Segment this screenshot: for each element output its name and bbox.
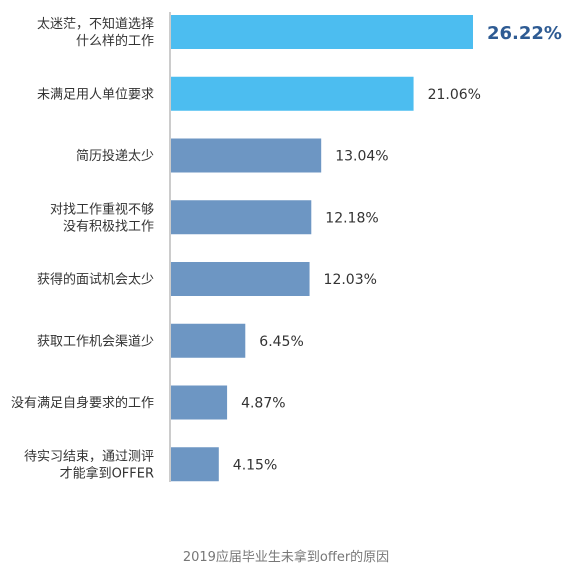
value-label-2: 21.06% <box>428 87 481 103</box>
category-label-1: 太迷茫，不知道选择什么样的工作 <box>37 16 154 49</box>
bar-3 <box>171 138 322 173</box>
value-label-1: 26.22% <box>487 23 562 44</box>
bar-5 <box>171 262 310 296</box>
bars-group <box>171 15 473 482</box>
bar-8 <box>171 447 219 482</box>
value-labels: 26.22% 21.06% 13.04% 12.18% 12.03% 6.45% 4.87%… <box>233 23 562 473</box>
bar-6 <box>171 323 246 358</box>
category-label-5: 获得的面试机会太少 <box>37 272 154 288</box>
value-label-3: 13.04% <box>335 149 388 165</box>
chart-title: 2019应届毕业生未拿到offer的原因 <box>183 549 389 565</box>
bar-4 <box>171 200 312 235</box>
bar-1 <box>171 15 473 49</box>
value-label-8: 4.15% <box>233 457 277 473</box>
value-label-4: 12.18% <box>325 210 378 226</box>
category-label-8: 待实习结束，通过测评才能拿到OFFER <box>24 449 154 481</box>
value-label-5: 12.03% <box>324 272 377 288</box>
bar-2 <box>171 76 414 111</box>
bar-7 <box>171 385 228 420</box>
value-label-7: 4.87% <box>241 396 285 412</box>
category-label-6: 获取工作机会渠道少 <box>37 334 154 349</box>
category-label-7: 没有满足自身要求的工作 <box>11 395 154 411</box>
category-labels: 太迷茫，不知道选择什么样的工作未满足用人单位要求简历投递太少对找工作重视不够没有… <box>11 16 154 481</box>
category-label-3: 简历投递太少 <box>76 148 154 164</box>
category-label-4: 对找工作重视不够没有积极找工作 <box>50 201 154 234</box>
category-label-2: 未满足用人单位要求 <box>37 87 154 102</box>
value-label-6: 6.45% <box>259 334 303 350</box>
